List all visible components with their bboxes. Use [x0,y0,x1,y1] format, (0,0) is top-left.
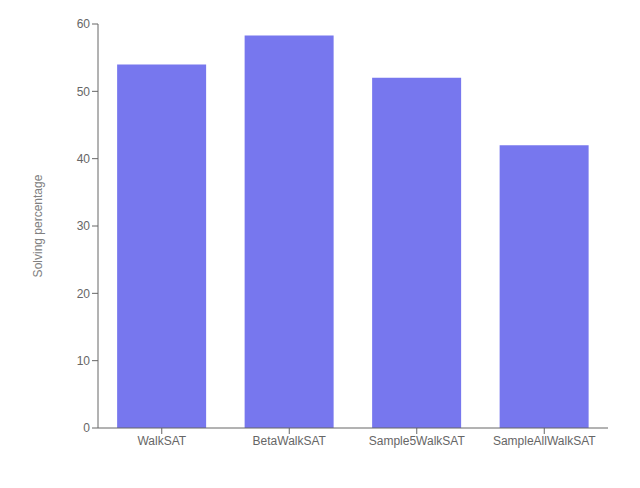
svg-text:40: 40 [77,152,91,166]
svg-text:SampleAllWalkSAT: SampleAllWalkSAT [493,434,596,448]
svg-text:30: 30 [77,219,91,233]
svg-text:WalkSAT: WalkSAT [137,434,186,448]
svg-text:0: 0 [83,421,90,435]
svg-text:20: 20 [77,287,91,301]
svg-text:Solving percentage: Solving percentage [31,174,45,277]
svg-text:BetaWalkSAT: BetaWalkSAT [253,434,327,448]
svg-text:Sample5WalkSAT: Sample5WalkSAT [369,434,466,448]
svg-text:10: 10 [77,354,91,368]
svg-text:50: 50 [77,85,91,99]
svg-text:60: 60 [77,17,91,31]
